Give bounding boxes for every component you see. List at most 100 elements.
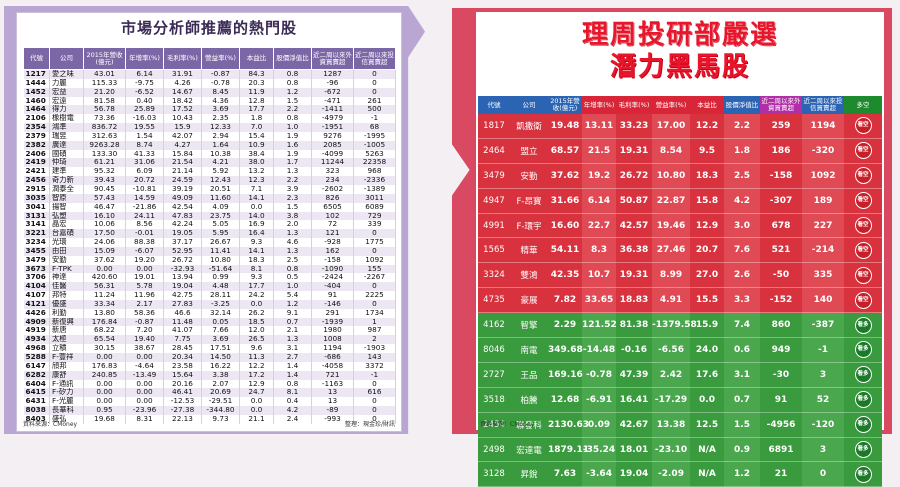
table-cell: 41.33: [125, 149, 164, 159]
table-cell: 47.83: [163, 211, 202, 221]
table-row: 1565 精華 54.11 8.3 36.38 27.46 20.7 7.6 521 -214 看空: [478, 238, 882, 264]
table-cell: 0.0: [239, 299, 274, 309]
table-cell: 3.0: [724, 213, 760, 239]
table-cell: -672: [311, 87, 354, 97]
stock-code: 2456: [23, 176, 50, 185]
left-col-header: 股價淨值比: [273, 47, 312, 70]
company-name: 力麗: [49, 78, 84, 88]
table-cell: 10.80: [652, 163, 690, 189]
stock-code: 4162: [478, 313, 510, 339]
company-name: 利勤: [49, 308, 84, 318]
company-name: 新復興: [49, 317, 84, 327]
table-cell: -1995: [353, 131, 396, 141]
table-cell: 46.6: [163, 308, 202, 318]
bullish-badge: 看多: [854, 416, 872, 434]
table-cell: -2602: [311, 184, 354, 194]
company-name: 盟立: [510, 138, 548, 164]
stock-code: 6282: [23, 370, 50, 380]
table-cell: 1879.11: [548, 437, 589, 463]
table-cell: 38.0: [239, 158, 274, 168]
table-row: 2406 國碩 133.30 41.33 15.84 10.38 38.4 1.9 -4099 5…: [23, 149, 396, 159]
table-cell: 3372: [353, 361, 396, 371]
right-col-header: 代號: [478, 96, 510, 114]
left-panel-content: 市場分析師推薦的熱門股 代號 公司 2015年營收(億元) 年增率(%) 毛利率(%) 營…: [4, 6, 425, 434]
table-cell: 8.3: [582, 238, 616, 264]
table-cell: -3.64: [582, 462, 616, 487]
table-cell: 4.91: [652, 288, 690, 314]
table-cell: 10.43: [163, 114, 202, 124]
table-row: 4909 新復興 176.84 -0.87 11.48 0.05 18.5 0.7 -1939 1: [23, 317, 396, 327]
stock-code: 3455: [23, 246, 50, 256]
table-cell: 19.31: [616, 263, 652, 289]
table-cell: 27.46: [652, 238, 690, 264]
table-cell: 0.95: [83, 406, 126, 415]
bullish-badge: 看多: [854, 391, 872, 409]
table-cell: 42.67: [616, 412, 652, 438]
table-cell: 521: [760, 238, 802, 264]
right-col-header: 股價淨值比: [724, 96, 760, 114]
table-cell: 26.2: [239, 308, 274, 318]
outlook-cell: 看多: [844, 387, 882, 413]
table-cell: 3.9: [273, 184, 312, 194]
table-cell: 12.5: [690, 412, 724, 438]
stock-code: 3518: [478, 387, 510, 413]
table-cell: -2424: [311, 273, 354, 283]
company-name: F-矽力: [49, 388, 84, 398]
table-cell: 68.22: [83, 326, 126, 336]
table-cell: -1: [802, 338, 844, 363]
stock-code: 4107: [23, 291, 50, 300]
table-cell: 1.4: [273, 361, 312, 371]
table-row: 4426 利勤 13.80 58.36 46.6 32.14 26.2 9.1 291 1734: [23, 308, 396, 318]
table-cell: 0.40: [125, 96, 164, 106]
table-cell: 1.8: [724, 138, 760, 164]
table-cell: 323: [311, 167, 354, 177]
table-cell: -14.48: [582, 338, 616, 363]
stock-code: 2498: [478, 437, 510, 463]
company-name: 宏益: [49, 87, 84, 97]
table-cell: 12.3: [239, 176, 274, 185]
table-cell: -1903: [353, 344, 396, 353]
company-name: 王品: [510, 362, 548, 388]
table-cell: 5263: [353, 149, 396, 159]
table-cell: 15.5: [690, 288, 724, 314]
table-cell: 0: [353, 397, 396, 407]
stock-code: 3479: [23, 255, 50, 265]
stock-code: 2106: [23, 114, 50, 124]
table-cell: 37.17: [163, 238, 202, 247]
table-cell: 24.11: [125, 211, 164, 221]
table-cell: 0.0: [239, 202, 274, 212]
table-cell: -0.78: [201, 78, 240, 88]
right-col-header: 毛利率(%): [616, 96, 652, 114]
table-cell: 73.36: [83, 114, 126, 124]
table-cell: -993: [311, 414, 354, 424]
table-cell: 2.3: [273, 193, 312, 203]
table-row: 3141 晶宏 10.06 8.56 42.24 5.05 16.9 2.0 72 339: [23, 220, 396, 230]
table-row: 4968 立積 30.15 38.67 28.45 17.51 9.6 3.1 1194 -190…: [23, 344, 396, 353]
table-row: 3128 昇銳 7.63 -3.64 19.04 -2.09 N/A 1.2 21 0 看多: [478, 462, 882, 487]
table-row: 6431 F-光麗 0.00 0.00 -12.53 -29.51 0.0 0.4 13 0: [23, 397, 396, 407]
table-row: 1817 凱撒衛 19.48 13.11 33.23 17.00 12.2 2.2 259 119…: [478, 114, 882, 139]
table-row: 2498 宏達電 1879.11 -35.24 18.01 -23.10 N/A 0.9 689…: [478, 437, 882, 463]
table-row: 3221 台嘉碩 17.50 -0.01 19.05 5.95 16.4 1.3 121 0: [23, 229, 396, 239]
stock-code: 3041: [23, 202, 50, 212]
table-cell: 36.38: [616, 238, 652, 264]
left-col-header: 營益率(%): [201, 47, 240, 70]
table-cell: 19.01: [125, 273, 164, 283]
outlook-cell: 看空: [844, 263, 882, 289]
table-cell: 2.35: [201, 114, 240, 124]
table-cell: 10.9: [239, 140, 274, 150]
table-cell: 9.3: [239, 238, 274, 247]
table-cell: 46.41: [163, 388, 202, 398]
stock-code: 3141: [23, 220, 50, 230]
company-name: 雙鴻: [510, 263, 548, 289]
table-cell: 5.95: [201, 229, 240, 239]
table-cell: 31.66: [548, 188, 582, 214]
table-cell: 1.3: [273, 167, 312, 177]
table-cell: 19.04: [616, 462, 652, 487]
table-cell: 56.78: [83, 105, 126, 115]
company-name: 國碩: [49, 149, 84, 159]
outlook-cell: 看多: [844, 362, 882, 388]
table-cell: 259: [760, 114, 802, 139]
table-cell: 0.8: [273, 78, 312, 88]
table-cell: -1379.58: [652, 313, 697, 339]
